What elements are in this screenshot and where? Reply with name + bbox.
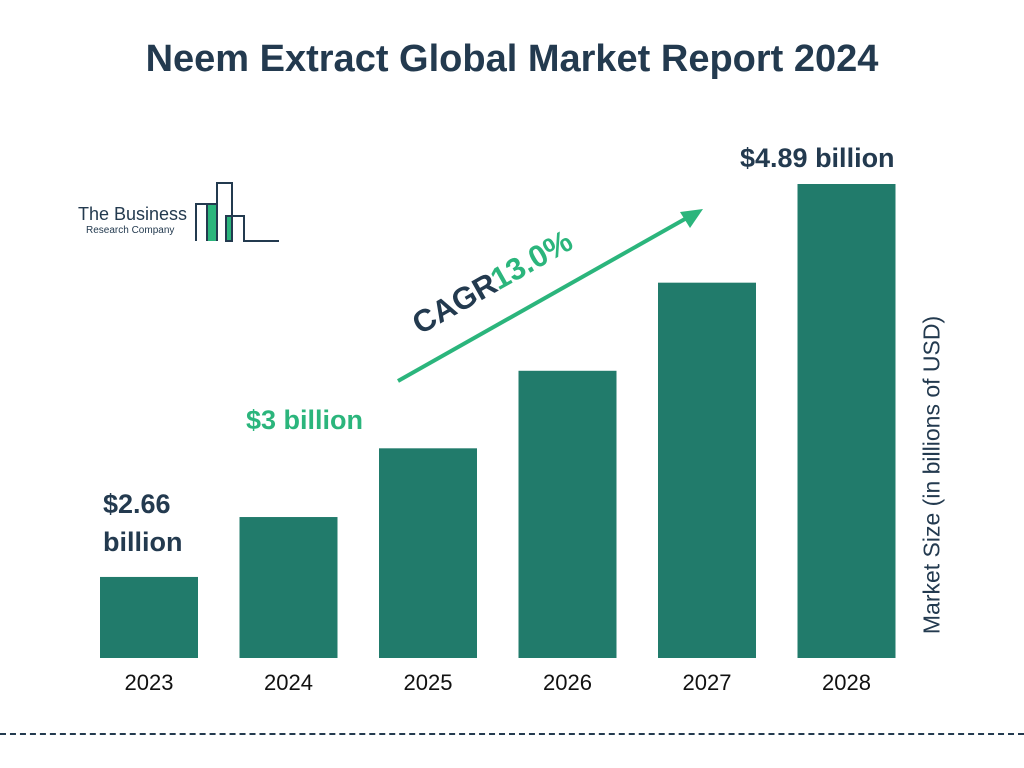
data-label-2028: $4.89 billion — [740, 143, 895, 173]
y-axis-label: Market Size (in billions of USD) — [918, 315, 945, 635]
x-tick-label: 2027 — [683, 670, 732, 695]
x-tick-label: 2025 — [404, 670, 453, 695]
chart-title: Neem Extract Global Market Report 2024 — [145, 38, 879, 80]
data-label-2023: $2.66 billion — [103, 489, 183, 557]
bar-2028 — [797, 184, 896, 658]
bar-2024 — [239, 517, 338, 658]
bar-2023 — [100, 576, 198, 658]
cagr-arrow — [397, 213, 693, 383]
bar-2025 — [379, 448, 477, 658]
x-tick-label: 2026 — [543, 670, 592, 695]
x-tick-label: 2023 — [125, 670, 174, 695]
logo: The Business Research Company — [78, 182, 288, 244]
bar-2026 — [518, 370, 617, 658]
data-label-2024: $3 billion — [246, 405, 364, 435]
bar-2027 — [658, 282, 756, 658]
divider — [0, 733, 1024, 735]
cagr-arrow-head — [680, 209, 703, 228]
logo-buildings-icon — [195, 182, 279, 242]
x-tick-label: 2024 — [264, 670, 313, 695]
x-tick-label: 2028 — [822, 670, 871, 695]
